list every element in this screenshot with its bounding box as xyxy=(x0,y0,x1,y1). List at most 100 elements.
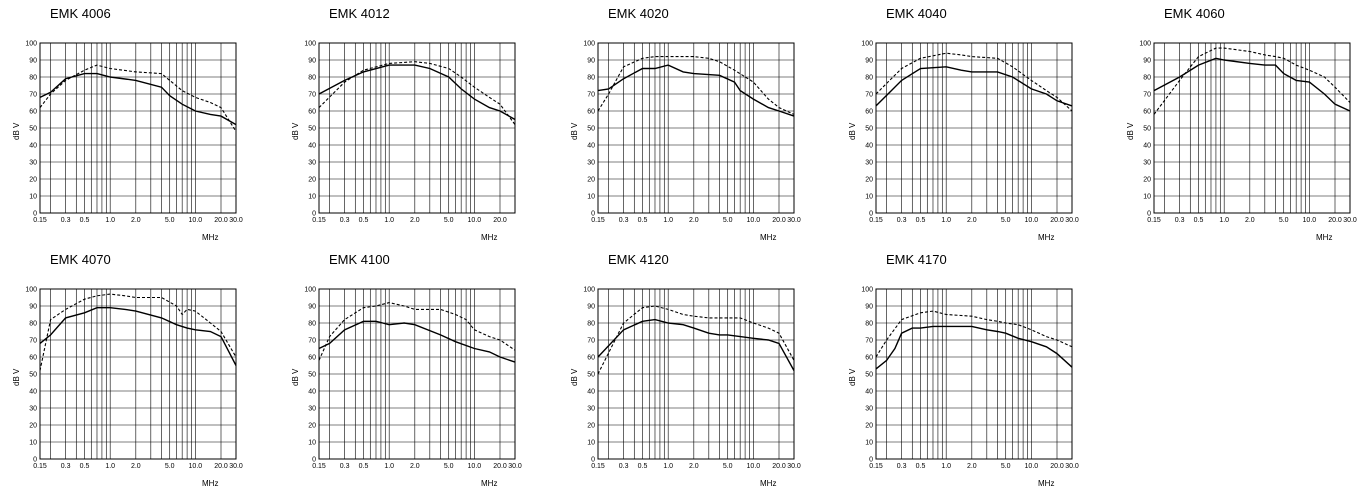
y-tick-label: 100 xyxy=(1139,41,1151,48)
plot-frame xyxy=(875,42,1073,214)
chart-panel: EMK 4170 0 10 20 30 40 50 60 70 80 90 100 0.15 0.3 0.5… xyxy=(844,252,1104,492)
y-tick-label: 10 xyxy=(29,194,37,201)
y-tick-label: 30 xyxy=(865,160,873,167)
x-tick-label: 10.0 xyxy=(1025,463,1039,470)
series-line-solid xyxy=(318,320,516,363)
x-tick-label: 0.3 xyxy=(1175,217,1185,224)
x-axis-label: MHz xyxy=(481,233,498,242)
x-tick-label: 5.0 xyxy=(444,217,454,224)
plot-frame xyxy=(39,288,237,460)
y-tick-label: 70 xyxy=(1143,92,1151,99)
x-tick-label: 0.3 xyxy=(619,463,629,470)
series-line-dashed xyxy=(39,293,237,371)
x-tick-label: 0.5 xyxy=(359,217,369,224)
chart-svg: 0 10 20 30 40 50 60 70 80 90 100 0.15 0.3 0.5 1.0 2.0 5.… xyxy=(861,287,1079,471)
chart-title: EMK 4170 xyxy=(886,252,947,267)
y-tick-label: 90 xyxy=(865,58,873,65)
plot-frame xyxy=(318,288,516,460)
y-tick-label: 20 xyxy=(587,423,595,430)
y-tick-label: 70 xyxy=(587,338,595,345)
y-tick-label: 30 xyxy=(865,406,873,413)
y-tick-label: 10 xyxy=(865,194,873,201)
x-axis-label: MHz xyxy=(760,479,777,488)
plot-frame xyxy=(597,42,795,214)
x-tick-label: 20.0 xyxy=(493,217,507,224)
x-tick-label: 30.0 xyxy=(787,217,801,224)
y-tick-label: 0 xyxy=(591,457,595,464)
x-tick-label: 0.5 xyxy=(80,463,90,470)
x-tick-label: 0.5 xyxy=(916,463,926,470)
y-tick-label: 20 xyxy=(308,177,316,184)
chart-panel: EMK 4070 0 10 20 30 40 50 60 70 80 90 100 0.15 0.3 0.5… xyxy=(8,252,268,492)
x-tick-label: 0.3 xyxy=(340,463,350,470)
x-tick-label: 1.0 xyxy=(941,217,951,224)
y-tick-label: 0 xyxy=(312,211,316,218)
y-tick-label: 40 xyxy=(29,389,37,396)
chart-panel: EMK 4012 0 10 20 30 40 50 60 70 80 90 100 0.15 0.3 0.5… xyxy=(287,6,547,246)
y-axis-label: dB V xyxy=(12,122,21,140)
series-line-solid xyxy=(1153,57,1351,112)
x-tick-label: 2.0 xyxy=(689,463,699,470)
x-tick-label: 0.3 xyxy=(61,463,71,470)
x-axis-label: MHz xyxy=(1316,233,1333,242)
y-axis-label: dB V xyxy=(1126,122,1135,140)
y-axis-label: dB V xyxy=(848,122,857,140)
x-tick-label: 20.0 xyxy=(1050,463,1064,470)
y-axis-label: dB V xyxy=(848,368,857,386)
x-tick-label: 0.15 xyxy=(33,463,47,470)
y-tick-label: 10 xyxy=(1143,194,1151,201)
y-tick-label: 30 xyxy=(587,406,595,413)
y-tick-label: 90 xyxy=(587,58,595,65)
chart-panel: EMK 4120 0 10 20 30 40 50 60 70 80 90 100 0.15 0.3 0.5… xyxy=(566,252,826,492)
series-line-solid xyxy=(318,64,516,121)
x-tick-label: 30.0 xyxy=(1343,217,1357,224)
y-tick-label: 40 xyxy=(865,389,873,396)
y-tick-label: 50 xyxy=(587,126,595,133)
y-tick-label: 20 xyxy=(29,423,37,430)
chart-svg: 0 10 20 30 40 50 60 70 80 90 100 0.15 0.3 0.5 1.0 2.0 5.… xyxy=(304,287,522,471)
series-line-solid xyxy=(875,325,1073,370)
series-line-dashed xyxy=(1153,47,1351,115)
y-tick-label: 70 xyxy=(865,92,873,99)
y-tick-label: 40 xyxy=(308,143,316,150)
y-tick-label: 50 xyxy=(29,126,37,133)
y-tick-label: 70 xyxy=(29,92,37,99)
y-tick-label: 100 xyxy=(25,41,37,48)
y-tick-label: 30 xyxy=(308,406,316,413)
chart-svg: 0 10 20 30 40 50 60 70 80 90 100 0.15 0.3 0.5 1.0 2.0 5.… xyxy=(1139,41,1357,225)
x-tick-label: 10.0 xyxy=(468,217,482,224)
y-tick-label: 30 xyxy=(587,160,595,167)
y-tick-label: 60 xyxy=(308,355,316,362)
x-tick-label: 10.0 xyxy=(468,463,482,470)
x-tick-label: 2.0 xyxy=(1245,217,1255,224)
y-tick-label: 70 xyxy=(29,338,37,345)
series-line-dashed xyxy=(875,52,1073,112)
y-tick-label: 100 xyxy=(304,41,316,48)
x-tick-label: 0.15 xyxy=(312,217,326,224)
chart-svg: 0 10 20 30 40 50 60 70 80 90 100 0.15 0.3 0.5 1.0 2.0 5.… xyxy=(583,41,801,225)
x-tick-label: 1.0 xyxy=(384,217,394,224)
x-tick-label: 0.15 xyxy=(869,217,883,224)
y-tick-label: 20 xyxy=(308,423,316,430)
series-line-dashed xyxy=(875,310,1073,358)
series-line-dashed xyxy=(39,64,237,132)
plot-frame xyxy=(597,288,795,460)
series-line-dashed xyxy=(597,305,795,375)
x-tick-label: 2.0 xyxy=(410,217,420,224)
chart-title: EMK 4060 xyxy=(1164,6,1225,21)
y-tick-label: 10 xyxy=(587,194,595,201)
chart-svg: 0 10 20 30 40 50 60 70 80 90 100 0.15 0.3 0.5 1.0 2.0 5.… xyxy=(304,41,516,224)
x-tick-label: 1.0 xyxy=(384,463,394,470)
x-tick-label: 0.5 xyxy=(80,217,90,224)
y-tick-label: 40 xyxy=(1143,143,1151,150)
y-tick-label: 100 xyxy=(25,287,37,294)
x-tick-label: 10.0 xyxy=(1025,217,1039,224)
x-tick-label: 0.3 xyxy=(340,217,350,224)
y-tick-label: 70 xyxy=(587,92,595,99)
chart-title: EMK 4070 xyxy=(50,252,111,267)
x-axis-label: MHz xyxy=(202,479,219,488)
y-tick-label: 0 xyxy=(869,457,873,464)
x-axis-label: MHz xyxy=(481,479,498,488)
x-tick-label: 20.0 xyxy=(1050,217,1064,224)
x-tick-label: 2.0 xyxy=(967,217,977,224)
